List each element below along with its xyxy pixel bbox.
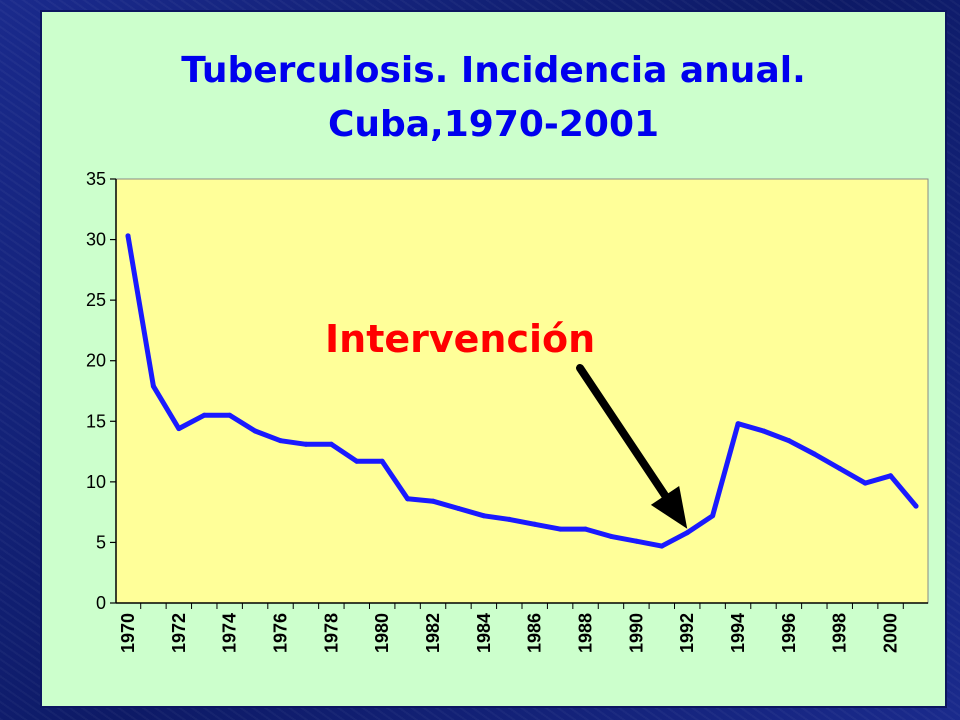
x-tick-label: 1970 [118, 613, 138, 653]
y-tick-label: 30 [86, 230, 106, 250]
chart-panel: Tuberculosis. Incidencia anual. Cuba,197… [42, 12, 945, 706]
y-tick-label: 10 [86, 472, 106, 492]
data-point [532, 521, 538, 527]
data-point [303, 441, 309, 447]
y-tick-label: 5 [96, 532, 106, 552]
data-point [125, 233, 131, 239]
y-tick-label: 25 [86, 290, 106, 310]
data-point [430, 498, 436, 504]
y-tick-label: 35 [86, 169, 106, 189]
x-tick-label: 1984 [474, 613, 494, 653]
data-point [786, 438, 792, 444]
x-tick-label: 1982 [423, 613, 443, 653]
data-point [405, 496, 411, 502]
y-tick-label: 15 [86, 411, 106, 431]
data-point [633, 538, 639, 544]
x-tick-label: 1978 [321, 613, 341, 653]
x-tick-label: 1980 [372, 613, 392, 653]
series-layer [125, 233, 919, 549]
x-tick-label: 1974 [220, 613, 240, 653]
data-point [150, 383, 156, 389]
data-point [227, 412, 233, 418]
x-tick-label: 1994 [728, 613, 748, 653]
data-point [328, 441, 334, 447]
data-point [684, 530, 690, 536]
data-point [710, 513, 716, 519]
x-axis: 1970 1972 1974 1976 1978 1980 1982 1984 1986 1988… [116, 602, 928, 653]
annotation-label: Intervención [325, 317, 595, 361]
y-tick-label: 0 [96, 593, 106, 613]
data-point [278, 438, 284, 444]
x-tick-label: 1976 [271, 613, 291, 653]
data-point [608, 533, 614, 539]
data-point [837, 466, 843, 472]
data-point [252, 428, 258, 434]
data-point [583, 526, 589, 532]
x-tick-label: 1972 [169, 613, 189, 653]
data-point [506, 516, 512, 522]
data-point [811, 451, 817, 457]
x-tick-label: 1990 [626, 613, 646, 653]
data-point [176, 426, 182, 432]
data-point [659, 543, 665, 549]
x-tick-label: 1996 [779, 613, 799, 653]
data-point [862, 480, 868, 486]
data-point [455, 506, 461, 512]
data-point [735, 421, 741, 427]
annotation-arrow-head [650, 486, 688, 529]
data-point [201, 412, 207, 418]
chart-title-line-1: Tuberculosis. Incidencia anual. [181, 50, 806, 91]
data-point [888, 473, 894, 479]
data-point [557, 526, 563, 532]
data-point [379, 458, 385, 464]
x-tick-label: 1986 [525, 613, 545, 653]
x-tick-label: 1998 [830, 613, 850, 653]
y-tick-label: 20 [86, 351, 106, 371]
x-tick-label: 1992 [677, 613, 697, 653]
x-tick-label: 1988 [576, 613, 596, 653]
series-line [125, 233, 919, 549]
y-axis: 0 5 10 15 20 25 30 35 [86, 169, 117, 613]
plot-area [115, 178, 929, 604]
annotation-arrow-shaft [576, 364, 670, 500]
chart-title-line-2: Cuba,1970-2001 [327, 104, 660, 145]
data-point [481, 513, 487, 519]
data-point [354, 458, 360, 464]
data-point [913, 503, 919, 509]
data-point [760, 428, 766, 434]
x-tick-label: 2000 [881, 613, 901, 653]
annotation-layer: Intervención [325, 317, 688, 529]
